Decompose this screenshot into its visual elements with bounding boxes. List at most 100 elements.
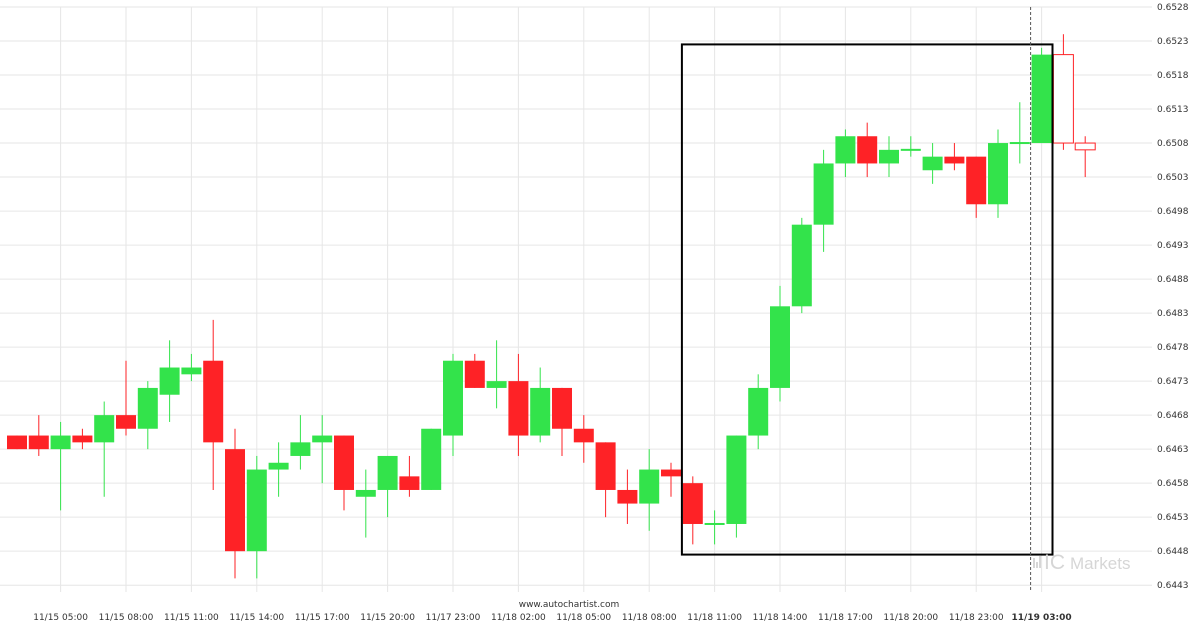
candle bbox=[748, 374, 769, 450]
candle bbox=[399, 455, 420, 497]
x-tick-label: 11/15 14:00 bbox=[229, 613, 284, 623]
candle-body bbox=[355, 489, 376, 497]
x-tick-label: 11/18 08:00 bbox=[622, 613, 677, 623]
candle-body bbox=[159, 367, 180, 395]
x-tick-label: 11/18 11:00 bbox=[687, 613, 742, 623]
candle-body bbox=[225, 449, 245, 552]
candle-body bbox=[988, 143, 1008, 205]
overlays bbox=[680, 7, 1054, 592]
candle-body bbox=[879, 149, 899, 164]
x-tick-label: 11/18 05:00 bbox=[556, 613, 611, 623]
x-tick-label: 11/15 20:00 bbox=[360, 613, 415, 623]
candle bbox=[791, 217, 812, 314]
candle bbox=[639, 449, 660, 531]
y-tick-label: 0.6503 bbox=[1157, 173, 1189, 183]
candle bbox=[508, 353, 529, 456]
candle-body bbox=[748, 387, 769, 436]
candle bbox=[137, 381, 158, 450]
candle bbox=[421, 428, 442, 490]
candle-body bbox=[464, 360, 485, 388]
candle bbox=[116, 360, 136, 436]
candle-body bbox=[246, 469, 267, 552]
axes: 0.6528 0.6523 0.6518 0.6513 0.6508 0.6503 0.64… bbox=[33, 3, 1189, 623]
candle bbox=[813, 149, 834, 252]
y-tick-label: 0.6458 bbox=[1157, 479, 1189, 489]
candle bbox=[573, 415, 594, 463]
candle-body bbox=[486, 381, 507, 388]
candle-body bbox=[94, 415, 115, 443]
candle-body bbox=[595, 442, 616, 490]
candle bbox=[334, 435, 354, 511]
y-tick-label: 0.6508 bbox=[1157, 139, 1189, 149]
candle-body bbox=[312, 435, 333, 443]
x-tick-label: 11/19 03:00 bbox=[1012, 613, 1072, 623]
candle bbox=[312, 415, 333, 484]
x-tick-label: 11/18 14:00 bbox=[753, 613, 808, 623]
candle-body bbox=[72, 435, 93, 443]
candle bbox=[530, 367, 551, 443]
candle-body bbox=[617, 489, 638, 504]
candle bbox=[355, 469, 376, 538]
x-tick-label: 11/18 23:00 bbox=[949, 613, 1004, 623]
candle-body bbox=[661, 469, 681, 477]
candle bbox=[857, 122, 878, 178]
y-tick-label: 0.6523 bbox=[1157, 37, 1189, 47]
candle bbox=[181, 353, 202, 382]
candle bbox=[1074, 136, 1096, 178]
x-tick-label: 11/15 11:00 bbox=[164, 613, 219, 623]
y-tick-label: 0.6513 bbox=[1157, 105, 1189, 115]
y-tick-label: 0.6448 bbox=[1157, 547, 1189, 557]
y-tick-label: 0.6528 bbox=[1157, 3, 1189, 13]
watermark-logo-bar bbox=[1036, 562, 1038, 568]
candle-body bbox=[181, 367, 202, 375]
candle-body bbox=[1052, 54, 1074, 144]
candle-body bbox=[1031, 54, 1052, 144]
candle bbox=[268, 442, 289, 497]
grid bbox=[0, 6, 1152, 592]
candle-body bbox=[922, 156, 943, 171]
candle-body bbox=[50, 435, 71, 450]
candle bbox=[1052, 34, 1074, 150]
candle-body bbox=[116, 415, 136, 429]
candle bbox=[704, 510, 725, 545]
candle bbox=[7, 435, 27, 450]
candle bbox=[552, 387, 572, 456]
candle bbox=[72, 428, 93, 450]
candle-body bbox=[704, 522, 725, 525]
candle-body bbox=[791, 224, 812, 307]
candle-body bbox=[682, 483, 703, 524]
x-tick-label: 11/18 17:00 bbox=[818, 613, 873, 623]
candle-body bbox=[813, 163, 834, 225]
candle-body bbox=[770, 306, 790, 388]
candle bbox=[28, 415, 49, 456]
watermark-logo-icon bbox=[1033, 556, 1041, 568]
watermark-logo-bar bbox=[1039, 556, 1041, 568]
candle bbox=[922, 143, 943, 184]
watermark-brand: Markets bbox=[1070, 554, 1130, 573]
candle bbox=[50, 421, 71, 511]
candle bbox=[966, 156, 987, 218]
candle-body bbox=[334, 435, 354, 490]
candle bbox=[443, 353, 463, 456]
x-tick-label: 11/18 20:00 bbox=[883, 613, 938, 623]
candle-body bbox=[137, 387, 158, 429]
candle-body bbox=[443, 360, 463, 436]
candle-body bbox=[552, 387, 572, 429]
candle-body bbox=[966, 156, 987, 205]
candle bbox=[1031, 47, 1052, 144]
y-tick-label: 0.6468 bbox=[1157, 411, 1189, 421]
y-tick-label: 0.6478 bbox=[1157, 343, 1189, 353]
candle bbox=[159, 340, 180, 422]
watermark-mark: IC bbox=[1044, 551, 1065, 574]
candles bbox=[7, 34, 1096, 579]
candle bbox=[225, 428, 245, 579]
candle bbox=[835, 129, 856, 178]
y-tick-label: 0.6443 bbox=[1157, 581, 1189, 591]
candle-body bbox=[944, 156, 965, 164]
candle-body bbox=[1074, 142, 1096, 151]
candle bbox=[770, 285, 790, 402]
candle bbox=[1009, 102, 1030, 164]
candle bbox=[661, 462, 681, 497]
candle-body bbox=[399, 476, 420, 490]
